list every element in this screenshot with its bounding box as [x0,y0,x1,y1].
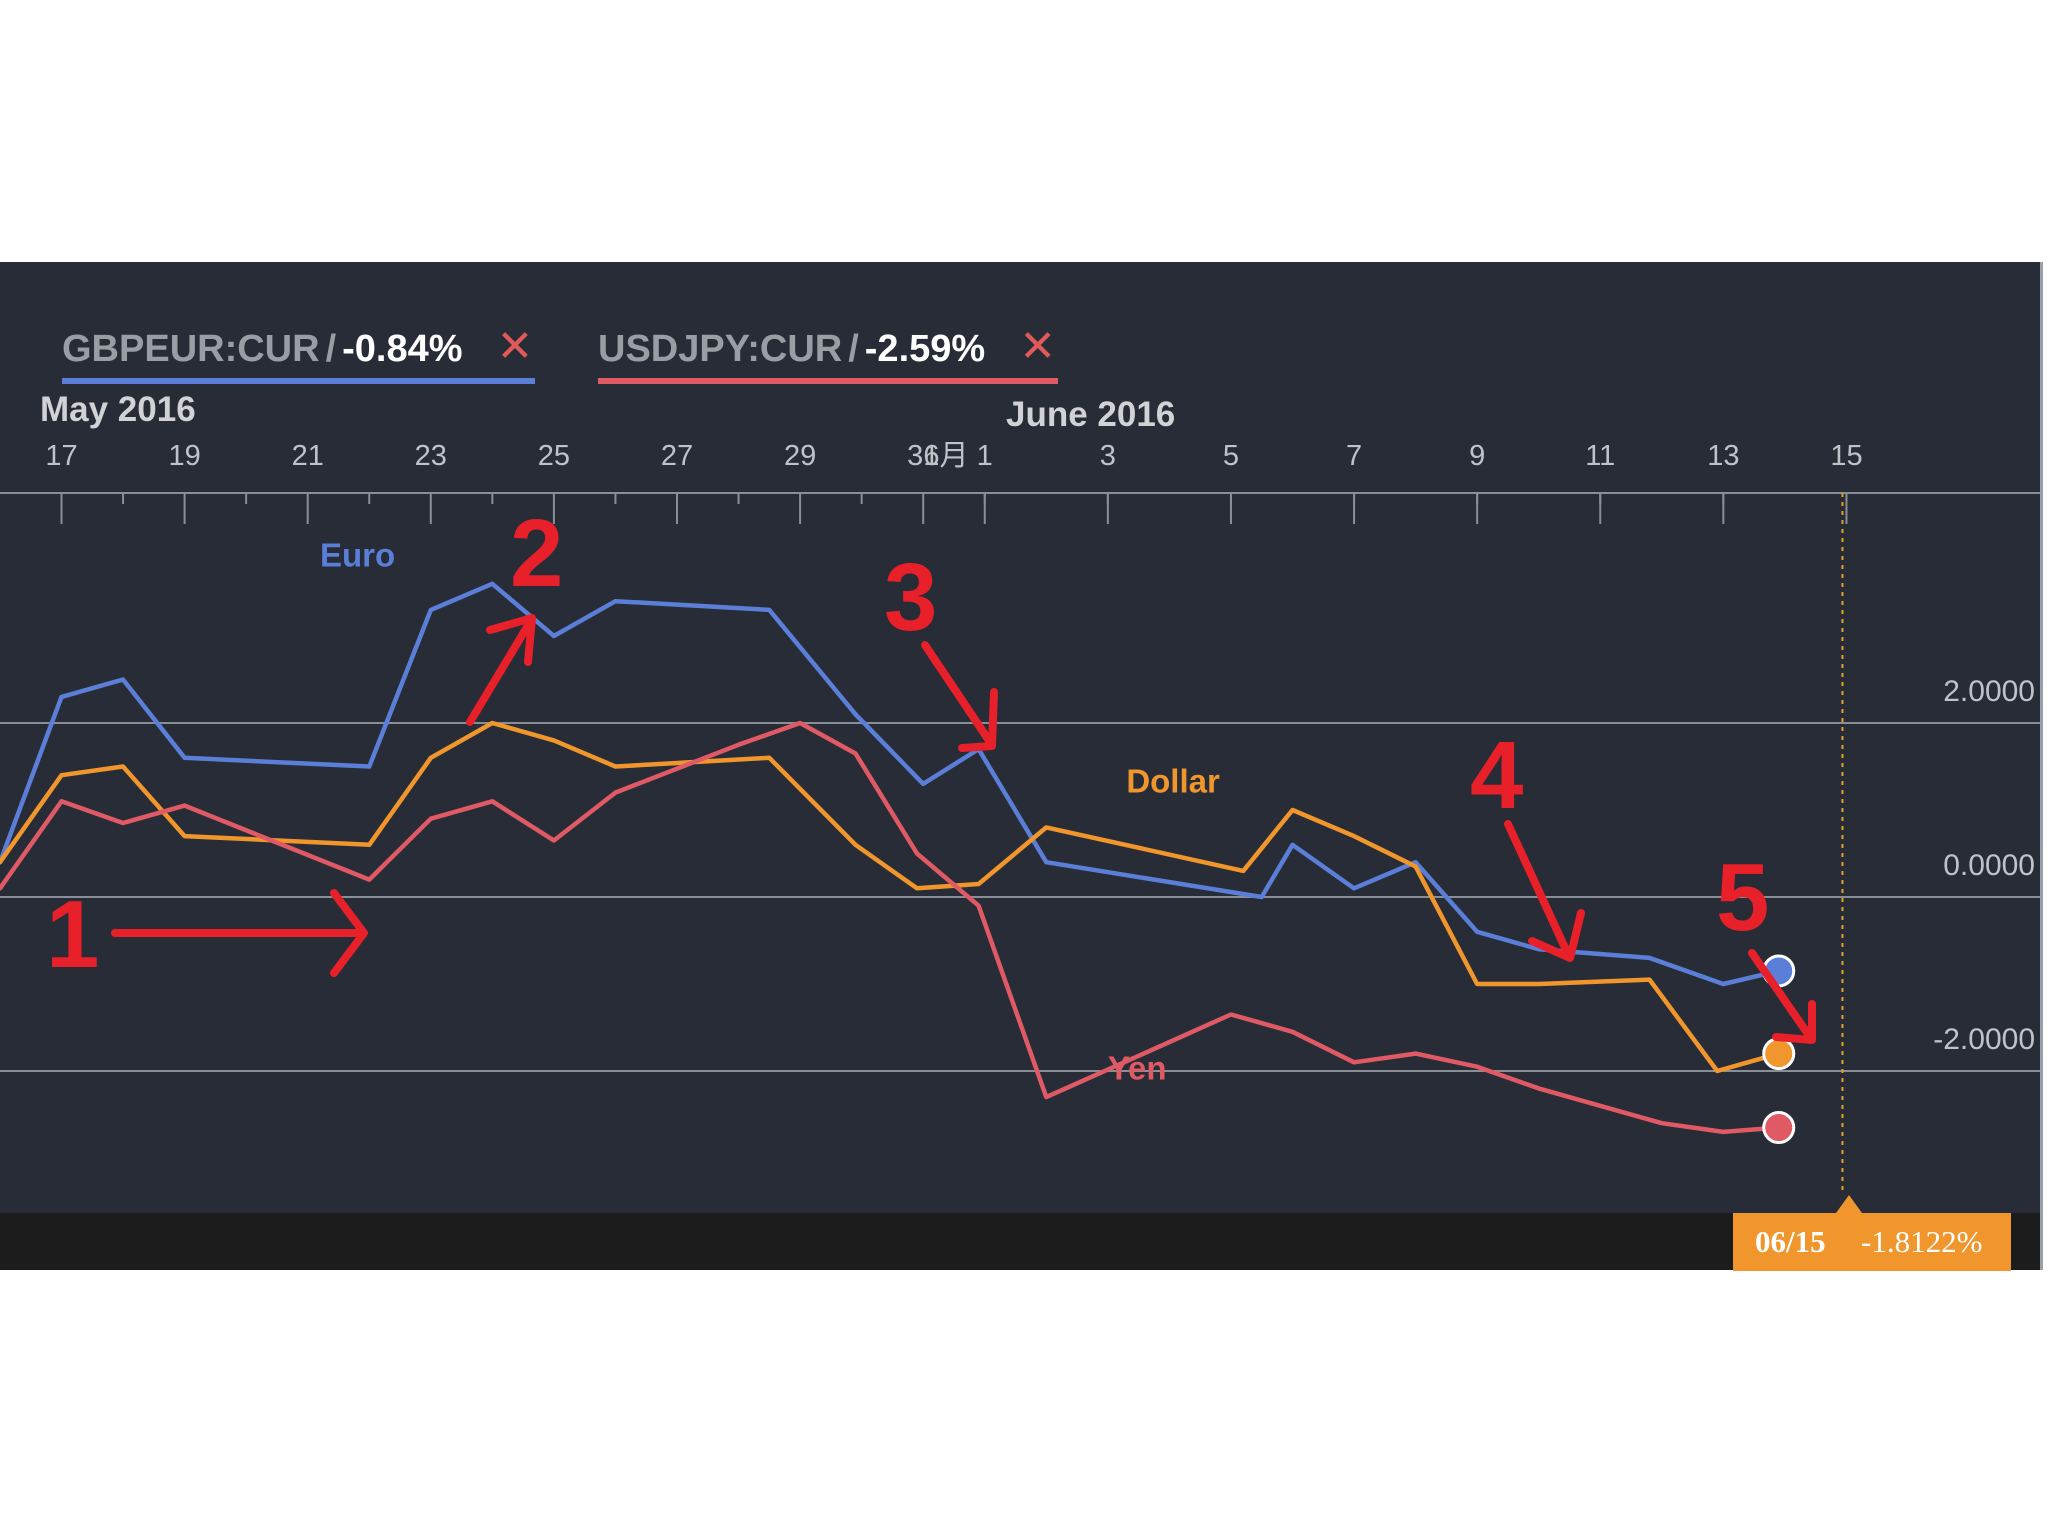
annotations: 1 2 3 4 5 [46,500,1816,1044]
close-icon[interactable]: ✕ [496,322,534,371]
month-label-june: June 2016 [1006,395,1176,434]
x-tick-label: 21 [292,440,324,472]
series-line-dollar [0,720,1780,1074]
x-tick-label: 17 [45,440,77,472]
legend-gbpeur[interactable]: GBPEUR:CUR / -0.84% ✕ [62,322,536,384]
series-line-yen [0,720,1779,1135]
x-tick-label: 6月 1 [923,440,992,472]
legend-usdjpy[interactable]: USDJPY:CUR / -2.59% ✕ [598,322,1059,384]
annotation-number-2: 2 [510,500,563,607]
annotation-arrowhead-1 [330,889,368,977]
x-tick-label: 23 [415,440,447,472]
panel-border [2040,262,2043,1270]
x-tick-label: 19 [168,440,200,472]
x-tick-label: 5 [1223,440,1239,472]
series-endpoint-dollar [1762,1037,1796,1071]
annotation-arrow-5 [1748,949,1814,1041]
legend-symbol: USDJPY:CUR [598,328,843,370]
chart-grid: 2.0000 0.0000 -2.0000 [0,492,2040,1072]
annotation-number-1: 1 [46,881,99,988]
month-label-may: May 2016 [40,390,196,429]
chart-bottom-bar [0,1213,2042,1270]
series-label-dollar: Dollar [1126,763,1220,800]
series-endpoint-yen [1762,1111,1796,1145]
y-tick-label: 2.0000 [1943,675,2035,708]
legend-slash: / [325,328,337,370]
x-tick-label: 15 [1830,440,1862,472]
series-line-euro [0,581,1780,987]
x-tick-label: 31 [907,440,939,472]
legend-change: -0.84% [342,328,463,370]
annotation-arrow-4 [1504,820,1571,956]
legend-symbol: GBPEUR:CUR [62,328,320,370]
annotation-number-5: 5 [1716,844,1769,951]
close-icon[interactable]: ✕ [1019,322,1057,371]
x-tick-label: 27 [661,440,693,472]
x-tick-label: 11 [1585,440,1615,472]
annotation-arrowhead-5 [1772,1000,1816,1044]
tooltip-value: -1.8122% [1861,1224,1983,1259]
x-tick-label: 25 [538,440,570,472]
annotation-arrow-3 [921,641,994,746]
tooltip-date: 06/15 [1755,1224,1826,1259]
legend-slash: / [848,328,859,370]
x-tick-label: 13 [1707,440,1739,472]
x-tick-label: 29 [784,440,816,472]
annotation-arrowhead-2 [486,614,536,666]
annotation-number-3: 3 [884,544,937,651]
annotation-arrow-2 [466,618,534,726]
tooltip-pointer [1836,1195,1862,1213]
legend-change: -2.59% [864,328,986,370]
y-tick-label: -2.0000 [1933,1023,2035,1056]
x-tick-label: 3 [1100,440,1116,472]
x-tick-label: 7 [1346,440,1362,472]
y-tick-label: 0.0000 [1943,849,2035,882]
chart-series: Euro Dollar Yen [0,536,1796,1145]
hover-tooltip: 06/15 -1.8122% [1733,1213,2011,1271]
series-label-euro: Euro [320,536,395,573]
annotation-arrowhead-3 [958,688,998,752]
annotation-arrowhead-4 [1528,909,1585,962]
x-tick-label: 9 [1469,440,1485,472]
annotation-number-4: 4 [1470,722,1523,829]
series-label-yen: Yen [1108,1050,1167,1087]
